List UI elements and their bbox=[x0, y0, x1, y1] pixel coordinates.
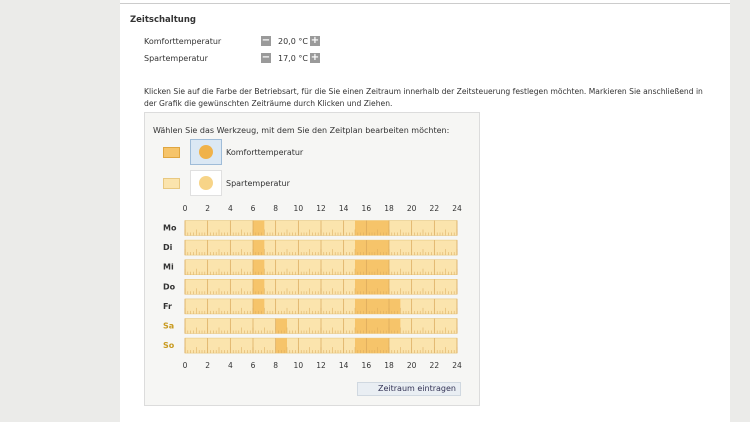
top-rule bbox=[120, 3, 730, 4]
setting-value: 17,0 °C bbox=[278, 54, 308, 63]
minus-button[interactable]: − bbox=[261, 52, 271, 63]
tool-label: Komforttemperatur bbox=[226, 148, 304, 157]
plus-button[interactable]: + bbox=[310, 35, 320, 46]
setting-value: 20,0 °C bbox=[278, 37, 308, 46]
setting-label: Spartemperatur bbox=[144, 54, 208, 63]
section-title: Zeitschaltung bbox=[130, 15, 196, 25]
comfort-tool[interactable] bbox=[190, 139, 222, 165]
plus-button[interactable]: + bbox=[310, 52, 320, 63]
tool-label: Spartemperatur bbox=[226, 179, 290, 188]
minus-button[interactable]: − bbox=[261, 35, 271, 46]
setting-label: Komforttemperatur bbox=[144, 37, 222, 46]
comfort-swatch[interactable] bbox=[163, 147, 180, 158]
submit-button[interactable]: Zeitraum eintragen bbox=[357, 382, 461, 396]
tool-prompt: Wählen Sie das Werkzeug, mit dem Sie den… bbox=[153, 126, 450, 135]
instructions: Klicken Sie auf die Farbe der Betriebsar… bbox=[144, 87, 703, 108]
eco-swatch[interactable] bbox=[163, 178, 180, 189]
eco-tool[interactable] bbox=[190, 170, 222, 196]
